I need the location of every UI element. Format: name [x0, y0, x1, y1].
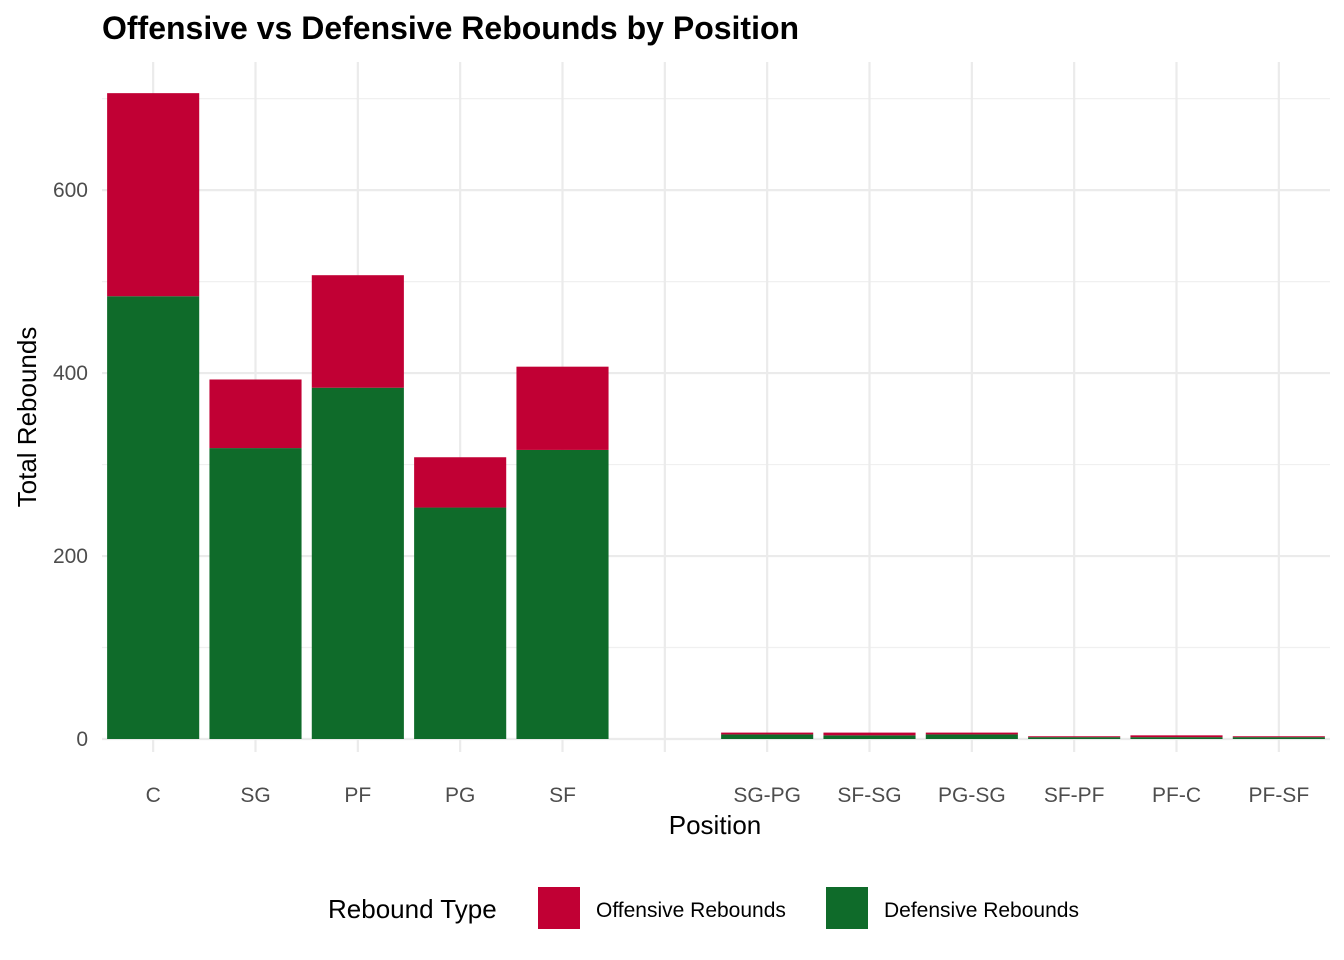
x-tick-label: C [146, 784, 161, 807]
y-tick-label: 600 [53, 179, 88, 202]
x-axis-title: Position [669, 810, 762, 840]
x-tick-label: SF-PF [1044, 784, 1105, 807]
legend-swatch-offensive [538, 887, 580, 929]
x-tick-label: SF-SG [837, 784, 901, 807]
bar-offensive-PG-SG [925, 732, 1018, 735]
legend-title: Rebound Type [328, 894, 497, 924]
bars [107, 93, 1325, 739]
y-tick-label: 400 [53, 362, 88, 385]
bar-defensive-SG-PG [721, 734, 814, 739]
bar-offensive-SG [209, 379, 302, 449]
bar-defensive-SF [516, 449, 609, 739]
legend-label-defensive: Defensive Rebounds [884, 899, 1079, 922]
bar-offensive-SG-PG [721, 732, 814, 735]
x-tick-label: PF-SF [1248, 784, 1309, 807]
bar-defensive-PF-C [1130, 737, 1223, 739]
y-axis-title: Total Rebounds [12, 327, 42, 508]
chart-title: Offensive vs Defensive Rebounds by Posit… [102, 10, 799, 46]
y-axis-ticks: 0 200 400 600 [53, 179, 88, 751]
x-tick-label: PF [344, 784, 371, 807]
bar-defensive-PF-SF [1232, 737, 1325, 739]
bar-defensive-SG [209, 448, 302, 739]
legend: Rebound Type Offensive Rebounds Defensiv… [328, 887, 1079, 929]
x-axis-ticks: C SG PF PG SF SG-PG SF-SG PG-SG SF-PF PF-C PF-SF [146, 784, 1310, 807]
bar-offensive-PG [414, 457, 507, 508]
y-tick-label: 0 [76, 728, 88, 751]
y-tick-label: 200 [53, 545, 88, 568]
x-tick-label: SG [240, 784, 270, 807]
bar-defensive-SF-PF [1028, 737, 1121, 739]
legend-swatch-defensive [826, 887, 868, 929]
bar-offensive-SF [516, 366, 609, 450]
bar-defensive-PG-SG [925, 734, 1018, 739]
x-tick-label: SG-PG [733, 784, 801, 807]
bar-defensive-PF [311, 387, 404, 739]
bar-offensive-SF-SG [823, 732, 916, 736]
bar-offensive-SF-PF [1028, 736, 1121, 738]
bar-offensive-PF-C [1130, 735, 1223, 738]
x-tick-label: PG [445, 784, 475, 807]
legend-label-offensive: Offensive Rebounds [596, 899, 786, 922]
bar-defensive-SF-SG [823, 735, 916, 739]
bar-offensive-PF-SF [1232, 736, 1325, 738]
bar-offensive-PF [311, 275, 404, 388]
x-tick-label: PF-C [1152, 784, 1201, 807]
bar-defensive-C [107, 296, 200, 739]
bar-offensive-C [107, 93, 200, 297]
x-tick-label: SF [549, 784, 576, 807]
x-tick-label: PG-SG [938, 784, 1006, 807]
bar-defensive-PG [414, 507, 507, 739]
